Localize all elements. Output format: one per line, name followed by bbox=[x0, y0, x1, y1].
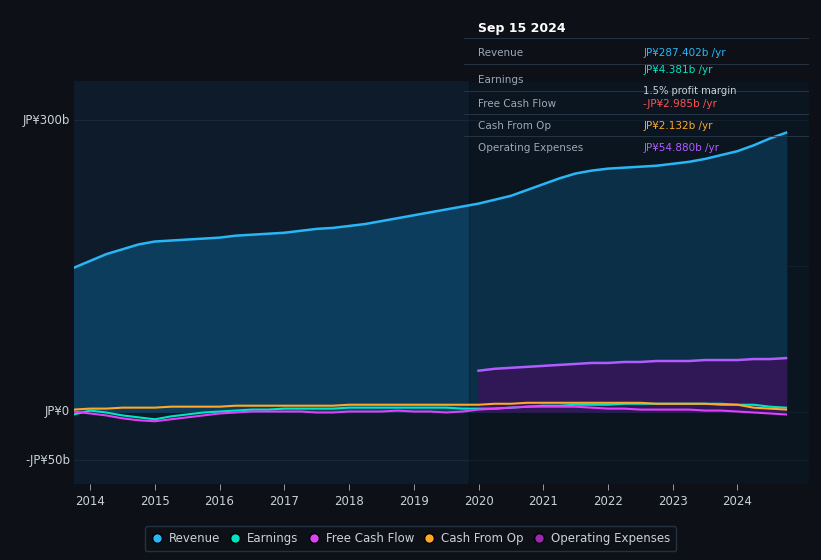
Legend: Revenue, Earnings, Free Cash Flow, Cash From Op, Operating Expenses: Revenue, Earnings, Free Cash Flow, Cash … bbox=[145, 526, 676, 551]
Text: -JP¥2.985b /yr: -JP¥2.985b /yr bbox=[643, 99, 717, 109]
Text: JP¥300b: JP¥300b bbox=[23, 114, 71, 127]
Text: 1.5% profit margin: 1.5% profit margin bbox=[643, 86, 736, 96]
Text: JP¥287.402b /yr: JP¥287.402b /yr bbox=[643, 48, 726, 58]
Text: Cash From Op: Cash From Op bbox=[478, 121, 551, 131]
Text: JP¥2.132b /yr: JP¥2.132b /yr bbox=[643, 121, 713, 131]
Text: Earnings: Earnings bbox=[478, 75, 523, 85]
Text: JP¥54.880b /yr: JP¥54.880b /yr bbox=[643, 143, 719, 153]
Text: Free Cash Flow: Free Cash Flow bbox=[478, 99, 556, 109]
Text: Revenue: Revenue bbox=[478, 48, 523, 58]
Text: JP¥0: JP¥0 bbox=[45, 405, 71, 418]
Text: Operating Expenses: Operating Expenses bbox=[478, 143, 583, 153]
Bar bbox=[469, 81, 809, 484]
Text: Sep 15 2024: Sep 15 2024 bbox=[478, 22, 566, 35]
Text: -JP¥50b: -JP¥50b bbox=[25, 454, 71, 466]
Text: JP¥4.381b /yr: JP¥4.381b /yr bbox=[643, 65, 713, 75]
